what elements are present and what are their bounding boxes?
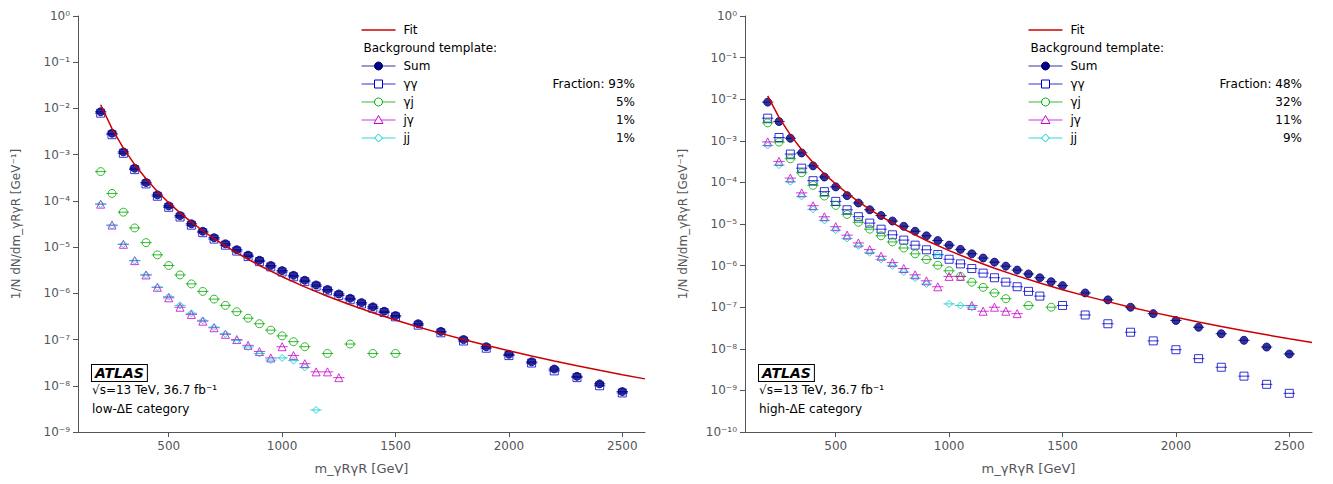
svg-text:ATLAS: ATLAS xyxy=(94,365,144,381)
svg-text:5%: 5% xyxy=(616,95,635,109)
svg-text:10⁻²: 10⁻² xyxy=(44,101,71,115)
svg-text:m_γRγR [GeV]: m_γRγR [GeV] xyxy=(982,461,1076,476)
svg-text:1/N dN/dm_γRγR [GeV⁻¹]: 1/N dN/dm_γRγR [GeV⁻¹] xyxy=(676,149,690,300)
svg-text:10⁰: 10⁰ xyxy=(717,9,737,23)
svg-text:10⁰: 10⁰ xyxy=(50,9,70,23)
svg-text:jγ: jγ xyxy=(1070,113,1081,127)
svg-text:10⁻⁸: 10⁻⁸ xyxy=(711,342,738,356)
svg-text:m_γRγR [GeV]: m_γRγR [GeV] xyxy=(315,461,409,476)
svg-text:high-ΔE category: high-ΔE category xyxy=(759,402,862,416)
svg-text:2500: 2500 xyxy=(1274,439,1305,453)
svg-text:10⁻⁹: 10⁻⁹ xyxy=(711,383,738,397)
svg-text:10⁻¹⁰: 10⁻¹⁰ xyxy=(706,425,737,439)
svg-text:jj: jj xyxy=(1070,131,1078,145)
svg-text:Sum: Sum xyxy=(404,59,431,73)
svg-text:1%: 1% xyxy=(616,113,635,127)
svg-text:500: 500 xyxy=(824,439,847,453)
svg-text:10⁻⁹: 10⁻⁹ xyxy=(44,425,71,439)
svg-text:10⁻⁷: 10⁻⁷ xyxy=(44,333,71,347)
svg-text:2000: 2000 xyxy=(494,439,525,453)
svg-text:32%: 32% xyxy=(1275,95,1302,109)
svg-text:2500: 2500 xyxy=(607,439,638,453)
svg-text:10⁻⁵: 10⁻⁵ xyxy=(711,217,738,231)
svg-text:1000: 1000 xyxy=(267,439,298,453)
svg-text:γj: γj xyxy=(404,95,414,109)
svg-text:10⁻¹: 10⁻¹ xyxy=(711,51,738,65)
svg-text:10⁻¹: 10⁻¹ xyxy=(44,55,71,69)
svg-text:Fraction: 48%: Fraction: 48% xyxy=(1220,77,1302,91)
svg-text:10⁻⁶: 10⁻⁶ xyxy=(711,259,738,273)
svg-text:γj: γj xyxy=(1071,95,1081,109)
svg-text:Fraction: 93%: Fraction: 93% xyxy=(553,77,635,91)
svg-text:2000: 2000 xyxy=(1161,439,1192,453)
svg-text:√s=13 TeV, 36.7 fb⁻¹: √s=13 TeV, 36.7 fb⁻¹ xyxy=(92,383,217,397)
svg-text:10⁻²: 10⁻² xyxy=(711,92,738,106)
svg-text:1500: 1500 xyxy=(380,439,411,453)
svg-text:10⁻⁴: 10⁻⁴ xyxy=(44,194,71,208)
svg-text:11%: 11% xyxy=(1275,113,1302,127)
svg-text:10⁻³: 10⁻³ xyxy=(711,134,738,148)
svg-text:ATLAS: ATLAS xyxy=(761,365,811,381)
svg-text:Background template:: Background template: xyxy=(364,41,498,55)
svg-text:10⁻⁶: 10⁻⁶ xyxy=(44,286,71,300)
svg-text:γγ: γγ xyxy=(404,77,418,91)
svg-text:10⁻³: 10⁻³ xyxy=(44,148,71,162)
svg-text:1500: 1500 xyxy=(1047,439,1078,453)
svg-text:Fit: Fit xyxy=(404,23,418,37)
svg-text:10⁻⁷: 10⁻⁷ xyxy=(711,300,738,314)
svg-text:Background template:: Background template: xyxy=(1031,41,1165,55)
svg-text:1000: 1000 xyxy=(934,439,965,453)
svg-text:Sum: Sum xyxy=(1071,59,1098,73)
svg-text:jj: jj xyxy=(403,131,411,145)
svg-text:10⁻⁸: 10⁻⁸ xyxy=(44,379,71,393)
svg-text:500: 500 xyxy=(157,439,180,453)
svg-text:9%: 9% xyxy=(1283,131,1302,145)
svg-text:low-ΔE category: low-ΔE category xyxy=(92,402,189,416)
svg-text:10⁻⁵: 10⁻⁵ xyxy=(44,240,71,254)
svg-text:√s=13 TeV, 36.7 fb⁻¹: √s=13 TeV, 36.7 fb⁻¹ xyxy=(759,383,884,397)
svg-text:1%: 1% xyxy=(616,131,635,145)
svg-text:10⁻⁴: 10⁻⁴ xyxy=(711,175,738,189)
svg-text:1/N dN/dm_γRγR [GeV⁻¹]: 1/N dN/dm_γRγR [GeV⁻¹] xyxy=(9,149,23,300)
svg-text:γγ: γγ xyxy=(1071,77,1085,91)
svg-text:Fit: Fit xyxy=(1071,23,1085,37)
svg-text:jγ: jγ xyxy=(403,113,414,127)
